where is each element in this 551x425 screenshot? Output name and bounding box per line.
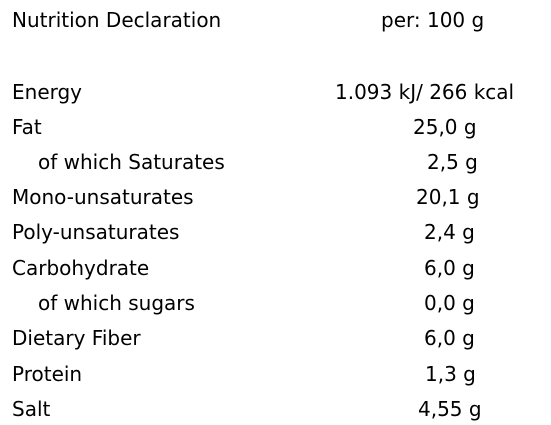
row-value: 6,0 g [424,256,475,280]
row-label: Dietary Fiber [12,326,141,350]
row-label: of which sugars [38,291,195,315]
row-value: 4,55 g [418,397,482,421]
row-label: Poly-unsaturates [12,220,180,244]
row-value: 25,0 g [413,115,477,139]
per-label: per: 100 g [381,8,485,32]
row-label: Energy [12,80,83,104]
row-label: of which Saturates [38,150,225,174]
title: Nutrition Declaration [12,8,222,32]
row-label: Fat [12,115,42,139]
row-value: 1,3 g [425,362,476,386]
row-label: Protein [12,362,83,386]
row-value: 2,4 g [424,220,475,244]
row-value: 0,0 g [424,291,475,315]
row-value: 1.093 kJ/ 266 kcal [335,80,515,104]
row-value: 2,5 g [427,150,478,174]
row-label: Mono-unsaturates [12,185,194,209]
row-value: 20,1 g [416,185,480,209]
row-label: Carbohydrate [12,256,150,280]
row-value: 6,0 g [424,326,475,350]
row-label: Salt [12,397,51,421]
